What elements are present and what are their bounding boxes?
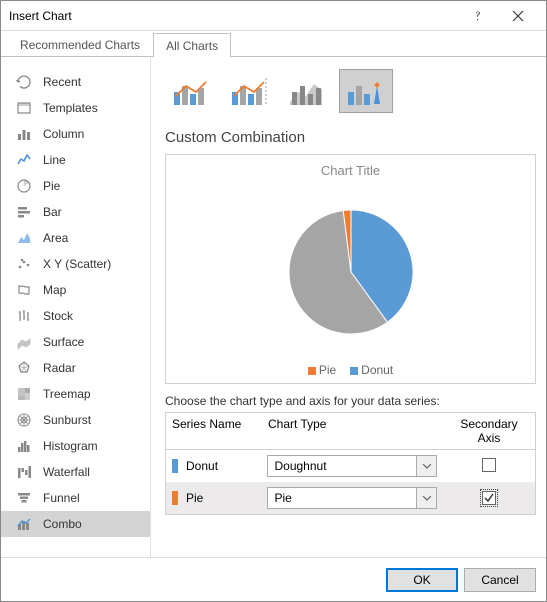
secondary-axis-checkbox[interactable] [482,458,496,472]
subtype-clustered-column-line-secondary[interactable] [223,69,277,113]
series-table: Series Name Chart Type Secondary Axis Do… [165,412,536,515]
stock-icon [15,307,33,325]
map-icon [15,281,33,299]
close-button[interactable] [498,2,538,30]
sidebar-item-label: X Y (Scatter) [43,257,111,271]
line-icon [15,151,33,169]
templates-icon [15,99,33,117]
chart-type-dropdown[interactable]: Pie [267,487,437,509]
section-title: Custom Combination [165,129,536,146]
header-series-name: Series Name [166,413,262,449]
subtype-custom-combination[interactable] [339,69,393,113]
subtype-thumbnails [165,69,536,113]
sidebar-item-label: Pie [43,179,60,193]
sidebar-item-templates[interactable]: Templates [1,95,150,121]
sidebar-item-label: Funnel [43,491,80,505]
sidebar-item-label: Sunburst [43,413,91,427]
surface-icon [15,333,33,351]
recent-icon [15,73,33,91]
series-row-pie: Pie Pie [166,482,535,514]
legend-item: Donut [350,363,393,377]
waterfall-icon [15,463,33,481]
sidebar-item-label: Waterfall [43,465,90,479]
sidebar-item-treemap[interactable]: Treemap [1,381,150,407]
histogram-icon [15,437,33,455]
chart-legend: Pie Donut [308,363,393,377]
chart-type-sidebar: Recent Templates Column Line Pie Bar Are… [1,57,151,557]
tab-recommended[interactable]: Recommended Charts [7,32,153,56]
sidebar-item-map[interactable]: Map [1,277,150,303]
chart-preview: Chart Title Pie Donut [165,154,536,384]
column-icon [15,125,33,143]
sidebar-item-bar[interactable]: Bar [1,199,150,225]
pie-icon [15,177,33,195]
sunburst-icon [15,411,33,429]
combo-icon [15,515,33,533]
series-name: Donut [186,459,218,473]
chevron-down-icon [416,488,436,508]
bar-icon [15,203,33,221]
sidebar-item-label: Histogram [43,439,98,453]
main-panel: Custom Combination Chart Title Pie Donut… [151,57,546,557]
sidebar-item-surface[interactable]: Surface [1,329,150,355]
header-chart-type: Chart Type [262,413,443,449]
dialog-footer: OK Cancel [1,557,546,601]
sidebar-item-recent[interactable]: Recent [1,69,150,95]
treemap-icon [15,385,33,403]
subtype-clustered-column-line[interactable] [165,69,219,113]
subtype-stacked-area-column[interactable] [281,69,335,113]
titlebar: Insert Chart [1,1,546,31]
sidebar-item-label: Radar [43,361,76,375]
secondary-axis-checkbox[interactable] [482,491,496,505]
series-swatch [172,459,178,473]
sidebar-item-line[interactable]: Line [1,147,150,173]
sidebar-item-stock[interactable]: Stock [1,303,150,329]
sidebar-item-label: Stock [43,309,73,323]
sidebar-item-label: Column [43,127,84,141]
series-instruction: Choose the chart type and axis for your … [165,394,536,408]
pie-chart [281,184,421,359]
sidebar-item-label: Area [43,231,68,245]
sidebar-item-label: Bar [43,205,62,219]
area-icon [15,229,33,247]
tab-all-charts[interactable]: All Charts [153,33,231,57]
chart-title: Chart Title [321,163,380,178]
chart-type-dropdown[interactable]: Doughnut [267,455,437,477]
sidebar-item-radar[interactable]: Radar [1,355,150,381]
sidebar-item-label: Templates [43,101,98,115]
sidebar-item-label: Surface [43,335,84,349]
sidebar-item-label: Treemap [43,387,91,401]
sidebar-item-sunburst[interactable]: Sunburst [1,407,150,433]
sidebar-item-label: Map [43,283,66,297]
help-button[interactable] [458,2,498,30]
sidebar-item-xy-scatter[interactable]: X Y (Scatter) [1,251,150,277]
funnel-icon [15,489,33,507]
sidebar-item-pie[interactable]: Pie [1,173,150,199]
cancel-button[interactable]: Cancel [464,568,536,592]
tab-strip: Recommended Charts All Charts [1,31,546,57]
scatter-icon [15,255,33,273]
sidebar-item-column[interactable]: Column [1,121,150,147]
sidebar-item-funnel[interactable]: Funnel [1,485,150,511]
dialog-title: Insert Chart [9,9,458,23]
header-secondary-axis: Secondary Axis [443,413,535,449]
legend-item: Pie [308,363,336,377]
sidebar-item-waterfall[interactable]: Waterfall [1,459,150,485]
series-table-header: Series Name Chart Type Secondary Axis [166,413,535,450]
series-name: Pie [186,491,203,505]
sidebar-item-histogram[interactable]: Histogram [1,433,150,459]
series-row-donut: Donut Doughnut [166,450,535,482]
sidebar-item-label: Combo [43,517,82,531]
sidebar-item-label: Recent [43,75,81,89]
radar-icon [15,359,33,377]
series-swatch [172,491,178,505]
ok-button[interactable]: OK [386,568,458,592]
sidebar-item-combo[interactable]: Combo [1,511,150,537]
sidebar-item-area[interactable]: Area [1,225,150,251]
sidebar-item-label: Line [43,153,66,167]
chevron-down-icon [416,456,436,476]
